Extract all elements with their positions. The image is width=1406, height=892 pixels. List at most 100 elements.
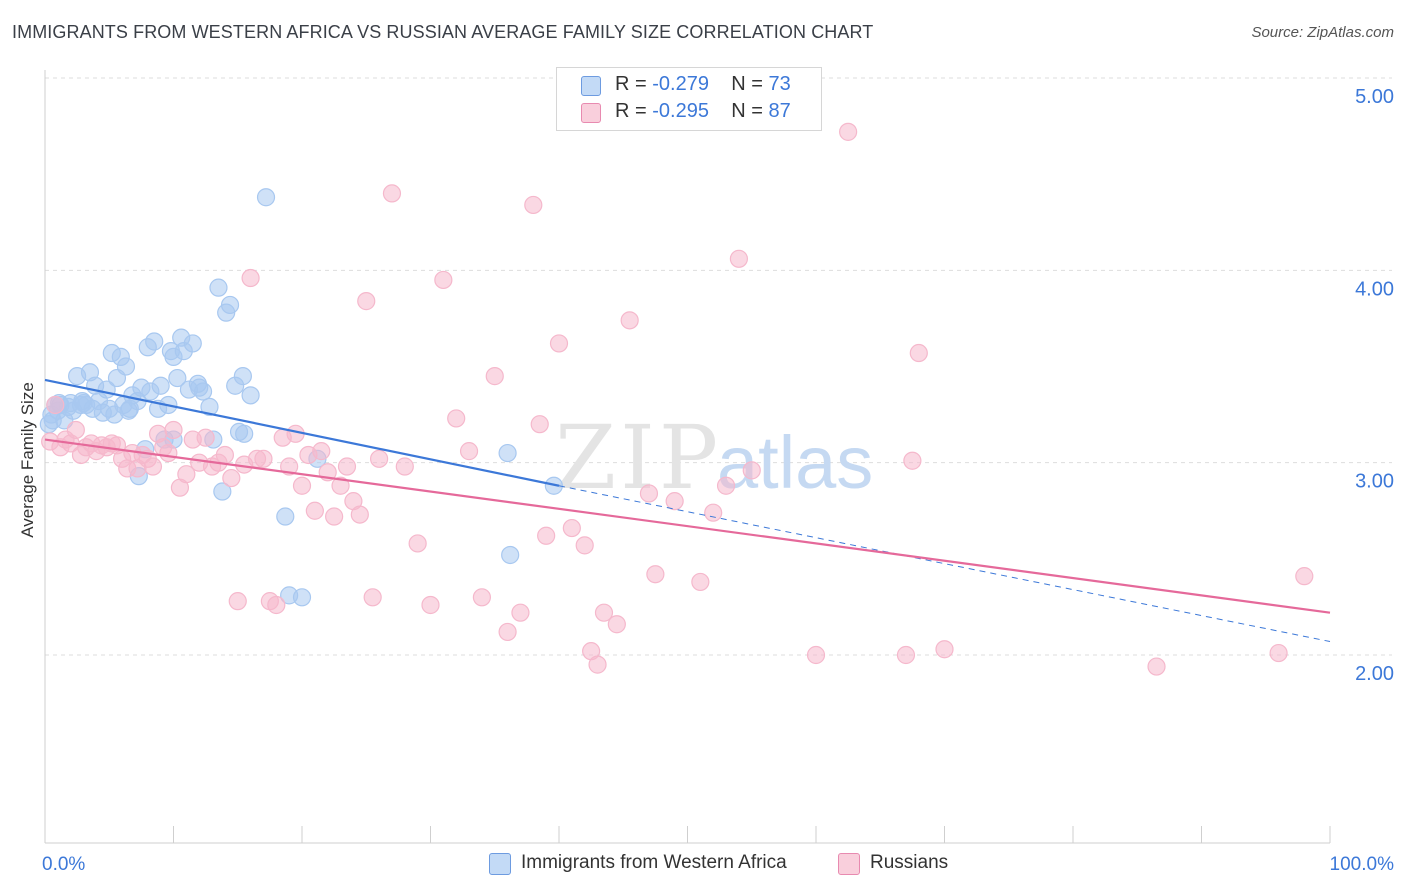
point-russians	[350, 505, 369, 524]
point-western-africa	[120, 399, 139, 418]
y-tick-label: 5.00	[1355, 86, 1394, 108]
point-russians	[716, 476, 736, 495]
point-russians	[665, 492, 684, 511]
point-russians	[164, 420, 183, 440]
point-russians	[639, 484, 659, 503]
point-russians	[177, 465, 196, 484]
point-western-africa	[501, 545, 520, 565]
point-western-africa	[168, 368, 187, 388]
point-russians	[1295, 567, 1314, 586]
point-russians	[312, 442, 331, 461]
point-western-africa	[256, 188, 276, 207]
point-western-africa	[188, 374, 208, 393]
x-tick-label-start: 0.0%	[42, 854, 85, 875]
legend-label-western-africa: Immigrants from Western Africa	[521, 852, 787, 873]
grid-lines	[45, 77, 1392, 656]
n-value: 73	[768, 73, 791, 95]
point-russians	[575, 536, 594, 555]
x-tick-label-end: 100.0%	[1330, 854, 1395, 875]
point-russians	[267, 595, 286, 615]
r-label: R =	[615, 73, 653, 95]
point-russians	[511, 603, 530, 622]
watermark-atlas: atlas	[717, 421, 873, 504]
point-russians	[363, 588, 382, 607]
point-russians	[549, 334, 569, 353]
point-western-africa	[116, 357, 136, 376]
point-russians	[903, 451, 922, 470]
point-russians	[806, 645, 826, 665]
y-tick-label: 3.00	[1355, 471, 1394, 493]
r-label: R =	[615, 100, 653, 122]
point-western-africa	[220, 295, 240, 315]
point-western-africa	[138, 338, 157, 357]
point-russians	[742, 461, 761, 480]
point-russians	[524, 195, 543, 215]
point-russians	[434, 270, 453, 290]
axis-labels: 2.00 3.00 4.00 5.00 0.0% 100.0% Average Family…	[18, 86, 1394, 875]
point-western-africa	[200, 397, 219, 416]
point-western-africa	[276, 507, 295, 526]
point-russians	[228, 592, 247, 611]
y-tick-label: 2.00	[1355, 663, 1394, 685]
point-russians	[46, 395, 65, 415]
point-russians	[196, 428, 215, 447]
point-russians	[280, 457, 299, 476]
point-western-africa	[73, 392, 92, 411]
point-russians	[459, 442, 479, 461]
point-russians	[704, 503, 723, 522]
point-western-africa	[183, 334, 202, 353]
point-russians	[896, 645, 916, 665]
point-western-africa	[498, 443, 517, 463]
point-russians	[292, 476, 312, 495]
point-russians	[562, 518, 581, 538]
axes	[44, 70, 1331, 844]
point-russians	[472, 588, 491, 607]
point-russians	[254, 449, 273, 468]
trend-line-russians	[44, 438, 1331, 614]
point-russians	[305, 501, 324, 520]
point-russians	[215, 445, 234, 465]
point-russians	[839, 122, 858, 141]
legend-label-russians: Russians	[870, 852, 949, 873]
point-russians	[325, 507, 344, 526]
point-russians	[382, 184, 402, 203]
point-russians	[691, 572, 710, 592]
point-russians	[447, 409, 466, 428]
point-western-africa	[151, 376, 170, 395]
legend-swatch-western-africa	[489, 853, 511, 875]
point-russians	[537, 526, 556, 545]
point-russians	[66, 420, 85, 440]
y-tick-label: 4.00	[1355, 278, 1394, 300]
trend-lines	[44, 378, 1331, 643]
point-western-africa	[235, 424, 254, 443]
point-russians	[498, 622, 517, 642]
point-russians	[607, 615, 626, 634]
point-russians	[935, 640, 954, 659]
point-russians	[729, 249, 749, 268]
r-value: -0.279	[652, 73, 709, 95]
point-russians	[588, 655, 607, 674]
chart-title: IMMIGRANTS FROM WESTERN AFRICA VS RUSSIA…	[12, 22, 874, 42]
point-russians	[909, 343, 928, 363]
point-russians	[1147, 657, 1166, 676]
point-russians	[620, 311, 639, 330]
stats-swatch-russians	[581, 103, 601, 123]
stats-swatch-western-africa	[581, 76, 601, 96]
y-axis-title: Average Family Size	[18, 382, 37, 538]
n-value: 87	[768, 100, 791, 122]
point-western-africa	[292, 588, 312, 607]
point-western-africa	[209, 278, 228, 297]
point-russians	[159, 443, 178, 463]
source-label: Source: ZipAtlas.com	[1251, 24, 1394, 41]
point-russians	[222, 468, 241, 488]
watermark-zip: ZIP	[555, 406, 722, 509]
point-russians	[370, 449, 389, 468]
point-western-africa	[241, 386, 260, 405]
stats-box: R = -0.279 N = 73 R = -0.295 N = 87	[556, 67, 822, 131]
trend-line-western-africa	[44, 378, 560, 487]
point-russians	[530, 415, 549, 434]
point-russians	[1269, 643, 1288, 663]
point-russians	[241, 268, 260, 288]
n-label: N =	[731, 73, 769, 95]
